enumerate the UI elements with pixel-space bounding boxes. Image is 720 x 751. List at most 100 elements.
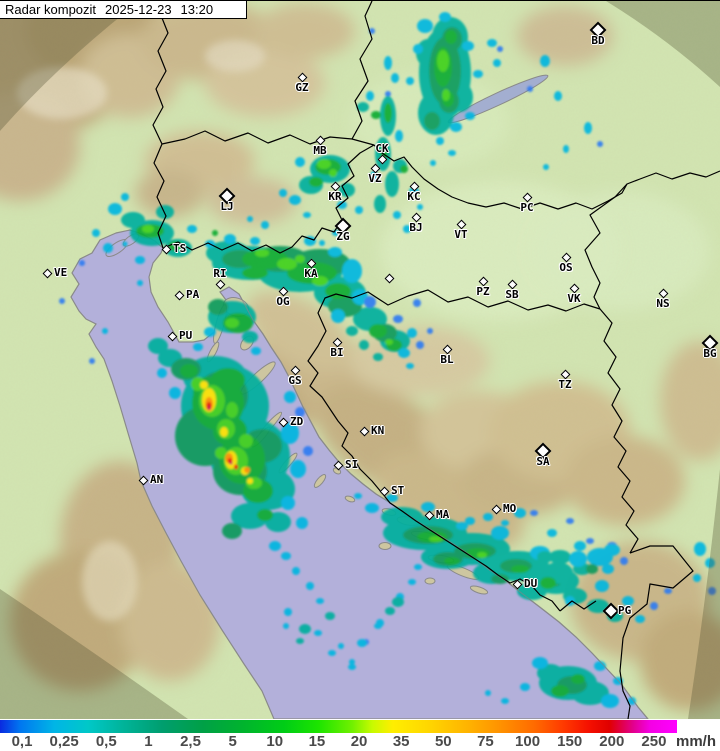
station-code: KN [371, 424, 385, 437]
station-code: BL [440, 353, 454, 366]
radar-echo-cell [376, 619, 384, 627]
legend-value: 20 [350, 733, 368, 750]
station-code: GS [288, 374, 302, 387]
radar-echo-cell [530, 510, 538, 516]
radar-echo-cell [514, 508, 526, 518]
radar-echo-cell [359, 340, 369, 350]
legend-value: 50 [434, 733, 452, 750]
radar-echo-cell [477, 552, 487, 558]
radar-echo-cell [295, 255, 305, 263]
radar-echo-cell [364, 296, 376, 308]
radar-echo-cell [283, 623, 289, 629]
radar-echo-cell [79, 260, 85, 266]
radar-echo-cell [381, 507, 423, 527]
radar-echo-cell [586, 564, 598, 574]
station-code: VZ [368, 172, 382, 185]
legend-value: 35 [392, 733, 410, 750]
radar-echo-cell [284, 391, 296, 403]
app-title: Radar kompozit [5, 2, 97, 17]
radar-echo-cell [121, 193, 129, 201]
radar-echo-cell [385, 607, 395, 615]
radar-echo-cell [439, 12, 451, 22]
station-code: ZD [290, 415, 304, 428]
radar-echo-cell [392, 597, 404, 607]
radar-echo-cell [92, 229, 100, 237]
radar-echo-cell [348, 664, 356, 670]
station-code: PG [618, 604, 632, 617]
legend-value: 200 [599, 733, 625, 750]
radar-echo-cell [565, 596, 575, 606]
radar-echo-cell [239, 434, 253, 448]
radar-echo-cell [257, 509, 273, 521]
radar-echo-cell [290, 460, 306, 478]
radar-echo-cell [349, 659, 355, 665]
radar-echo-cell [261, 221, 269, 229]
radar-echo-cell [281, 496, 295, 510]
radar-echo-cell [135, 256, 145, 264]
radar-echo-cell [244, 467, 250, 473]
station-diamond-icon [333, 460, 343, 470]
station-code: KA [304, 267, 318, 280]
radar-echo-cell [296, 638, 304, 644]
radar-echo-cell [229, 461, 233, 465]
radar-echo-cell [594, 661, 606, 671]
radar-echo-cell [331, 309, 345, 323]
station-code: PA [186, 288, 200, 301]
radar-echo-cell [277, 258, 297, 270]
station-code: NS [656, 297, 670, 310]
legend-value: 0,1 [11, 733, 33, 750]
radar-echo-cell [571, 674, 585, 684]
radar-echo-cell [532, 657, 548, 669]
radar-echo-cell [473, 70, 483, 78]
radar-echo-cell [374, 195, 386, 213]
station-markers: GZBDMBCKVZKRKCLJPCBJVTZGTSVEOSKARISKPAPZ… [0, 1, 720, 720]
radar-echo-cell [462, 41, 474, 51]
radar-echo-cell [357, 639, 367, 647]
station-diamond-icon [161, 244, 171, 254]
station-diamond-icon [602, 602, 620, 620]
radar-echo-cell [180, 364, 198, 378]
legend-labels: 0,1 0,25 0,5 1 2,5 5 10 15 20 35 50 75 100 150 200 250 m… [0, 733, 720, 751]
radar-echo-cell [292, 567, 300, 575]
station-code: GZ [295, 81, 309, 94]
radar-echo-cell [417, 204, 423, 210]
radar-echo-cell [231, 503, 269, 529]
radar-echo-cell [483, 513, 493, 521]
station-diamond-icon [138, 475, 148, 485]
radar-echo-cell [371, 111, 381, 119]
radar-echo-cell [289, 195, 301, 205]
radar-echo-cell [255, 249, 269, 257]
radar-echo-cell [295, 157, 305, 167]
station-diamond-icon [491, 504, 501, 514]
station-diamond-icon [384, 273, 394, 283]
radar-echo-cell [204, 327, 216, 337]
radar-echo-cell [148, 338, 168, 354]
radar-echo-cell [537, 551, 553, 563]
radar-echo-cell [491, 574, 509, 584]
radar-echo-cell [664, 588, 672, 594]
station-diamond-icon [377, 154, 387, 164]
station-code: SA [536, 455, 550, 468]
station-diamond-icon [167, 331, 177, 341]
radar-echo-cell [342, 259, 362, 283]
radar-echo-cell [314, 630, 322, 636]
radar-echo-cell [102, 328, 108, 334]
map-canvas [0, 1, 720, 720]
radar-echo-cell [103, 243, 113, 253]
radar-echo-cell [520, 683, 530, 691]
radar-echo-cell [193, 343, 203, 351]
radar-echo-cell [406, 363, 414, 369]
radar-echo-cell [325, 612, 335, 620]
radar-echo-cell [398, 348, 410, 358]
radar-echo-cell [635, 615, 645, 623]
radar-echo-cell [424, 112, 440, 130]
radar-echo-cell [281, 552, 291, 560]
station-diamond-icon [359, 426, 369, 436]
radar-echo-cell [586, 538, 594, 544]
radar-echo-cell [436, 137, 444, 145]
station-code: MO [503, 502, 517, 515]
radar-echo-cell [222, 523, 242, 539]
radar-echo-cell [569, 551, 587, 567]
station-diamond-icon [278, 417, 288, 427]
